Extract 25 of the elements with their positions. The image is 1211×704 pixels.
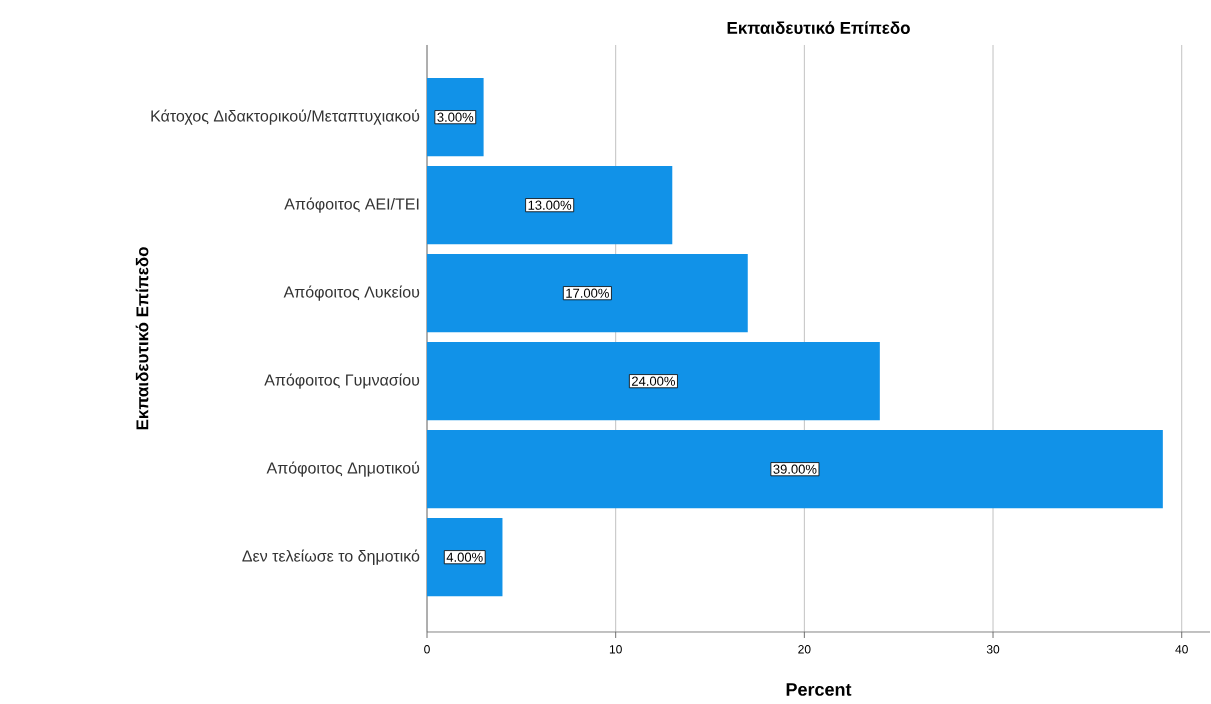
chart-title: Εκπαιδευτικό Επίπεδο xyxy=(727,21,910,34)
x-tick-label: 20 xyxy=(798,645,811,654)
y-axis-title: Εκπαιδευτικό Επίπεδο xyxy=(135,247,149,430)
data-label: 4.00% xyxy=(446,552,483,562)
data-label: 17.00% xyxy=(566,288,609,298)
data-label: 39.00% xyxy=(773,464,817,474)
y-tick-label: Απόφοιτος Γυμνασίου xyxy=(264,373,420,389)
y-tick-label: Απόφοιτος Λυκείου xyxy=(283,285,420,301)
data-label: 3.00% xyxy=(437,112,474,122)
bar xyxy=(427,165,673,245)
x-tick-label: 0 xyxy=(424,645,430,654)
x-tick-label: 30 xyxy=(986,645,1000,654)
y-tick-label: Απόφοιτος ΑΕΙ/ΤΕΙ xyxy=(284,197,419,213)
bar xyxy=(427,430,1163,509)
x-axis-title: Percent xyxy=(786,683,852,696)
y-tick-label: Απόφοιτος Δημοτικού xyxy=(266,461,420,477)
x-tick-label: 10 xyxy=(609,645,622,654)
data-label: 13.00% xyxy=(528,200,572,210)
bar xyxy=(427,254,748,333)
y-tick-label: Κάτοχος Διδακτορικού/Μεταπτυχιακού xyxy=(151,109,420,125)
x-tick-label: 40 xyxy=(1175,645,1188,654)
bar xyxy=(427,518,503,597)
data-label: 24.00% xyxy=(632,376,675,386)
y-tick-label: Δεν τελείωσε το δημοτικό xyxy=(242,549,420,565)
bar xyxy=(427,342,880,421)
